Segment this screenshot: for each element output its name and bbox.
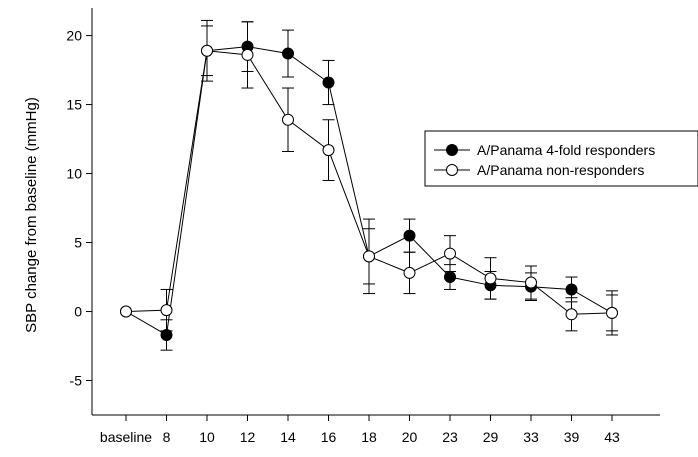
legend-box <box>424 130 698 187</box>
data-point <box>444 271 456 284</box>
data-point <box>606 306 618 319</box>
x-tick-label: 18 <box>361 429 377 445</box>
data-point <box>322 76 335 89</box>
x-tick-label: 10 <box>199 429 215 445</box>
legend: A/Panama 4-fold responders A/Panama non-r… <box>424 130 698 187</box>
axes <box>91 8 660 416</box>
data-point <box>282 47 294 60</box>
data-point <box>160 304 173 317</box>
x-tick-label: 20 <box>402 429 418 445</box>
legend-label: A/Panama 4-fold responders <box>477 142 655 158</box>
data-point <box>120 305 132 318</box>
y-axis-label: SBP change from baseline (mmHg) <box>23 97 40 333</box>
x-tick-label: 33 <box>523 429 539 445</box>
legend-item-2: A/Panama non-responders <box>434 162 644 178</box>
data-point <box>403 266 416 279</box>
series-2 <box>120 19 618 332</box>
x-tick-label: 12 <box>240 429 256 445</box>
x-tick-label: 23 <box>442 429 458 445</box>
data-point <box>282 113 294 126</box>
y-tick-label: 0 <box>74 304 82 320</box>
x-tick-label: 29 <box>483 429 499 445</box>
legend-item-1: A/Panama 4-fold responders <box>434 142 655 158</box>
data-point <box>201 44 213 57</box>
legend-marker <box>446 144 458 156</box>
data-point <box>241 48 254 61</box>
data-point <box>403 229 416 242</box>
data-point <box>484 272 497 285</box>
x-tick-label: 16 <box>321 429 337 445</box>
y-axis-ticks: -5 0 5 10 15 20 <box>66 28 92 389</box>
x-tick-label: baseline <box>100 429 152 445</box>
x-axis-ticks: baseline 8 10 12 14 16 18 20 23 29 33 39 43 <box>100 415 620 445</box>
x-tick-label: 8 <box>163 429 171 445</box>
data-point <box>444 247 456 260</box>
x-tick-label: 43 <box>604 429 620 445</box>
x-tick-label: 39 <box>564 429 580 445</box>
data-point <box>363 250 375 263</box>
series-layer <box>120 19 618 351</box>
data-point <box>322 144 335 157</box>
data-point <box>525 276 537 289</box>
y-tick-label: 20 <box>66 28 82 44</box>
legend-label: A/Panama non-responders <box>477 162 644 178</box>
x-tick-label: 14 <box>280 429 296 445</box>
y-tick-label: 15 <box>66 97 82 113</box>
data-point <box>565 308 578 321</box>
y-tick-label: -5 <box>70 373 83 389</box>
y-tick-label: 10 <box>66 166 82 182</box>
legend-marker <box>446 164 458 176</box>
y-tick-label: 5 <box>74 235 82 251</box>
data-point <box>565 283 578 296</box>
